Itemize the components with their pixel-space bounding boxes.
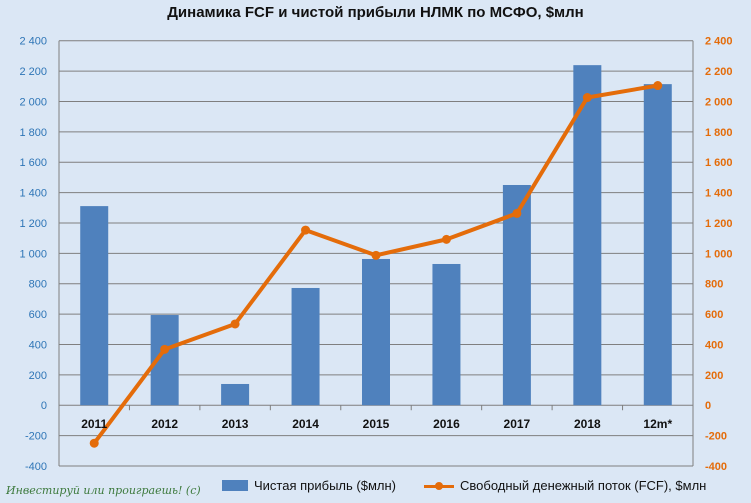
x-tick-label: 2013 (222, 417, 249, 431)
fcf-point-2013 (230, 319, 240, 329)
fcf-point-2015 (371, 250, 381, 260)
bar-2018 (573, 65, 602, 406)
fcf-point-2014 (301, 225, 311, 235)
x-tick-label: 2017 (504, 417, 531, 431)
y-tick-label-left: 0 (41, 400, 47, 412)
y-tick-label-left: 800 (29, 279, 47, 291)
legend-bar-swatch (222, 480, 248, 491)
y-tick-label-right: 1 200 (705, 218, 733, 230)
fcf-point-2012 (160, 344, 170, 354)
y-tick-label-left: 2 400 (19, 36, 47, 48)
x-tick-label: 2016 (433, 417, 460, 431)
x-tick-label: 2014 (292, 417, 319, 431)
watermark: Инвестируй или проиграешь! (с) (6, 484, 201, 497)
legend: Чистая прибыль ($млн) Свободный денежный… (222, 478, 706, 493)
y-tick-label-right: 1 600 (705, 157, 733, 169)
legend-label-fcf: Свободный денежный поток (FCF), $млн (460, 478, 707, 493)
legend-line-swatch (424, 480, 454, 492)
x-tick-label: 12m* (643, 417, 672, 431)
y-tick-label-left: 1 600 (19, 157, 47, 169)
bar-12m* (643, 84, 672, 406)
y-tick-label-left: -200 (25, 431, 47, 443)
y-tick-label-right: 1 400 (705, 188, 733, 200)
y-tick-label-right: 1 000 (705, 248, 733, 260)
x-tick-label: 2018 (574, 417, 601, 431)
bar-2017 (502, 184, 531, 406)
chart-title: Динамика FCF и чистой прибыли НЛМК по МС… (167, 4, 584, 21)
y-tick-label-right: 600 (705, 309, 723, 321)
fcf-point-2011 (89, 438, 99, 448)
x-tick-label: 2011 (81, 417, 107, 431)
x-tick-label: 2012 (151, 417, 178, 431)
y-tick-label-right: 0 (705, 400, 711, 412)
fcf-point-2016 (441, 234, 451, 244)
y-tick-label-left: 200 (29, 370, 47, 382)
y-tick-label-right: 2 000 (705, 96, 733, 108)
y-tick-label-right: -400 (705, 461, 727, 473)
bar-2011 (80, 206, 109, 406)
y-tick-label-right: 2 200 (705, 66, 733, 78)
y-tick-label-left: 1 200 (19, 218, 47, 230)
y-tick-label-right: 1 800 (705, 127, 733, 139)
y-tick-label-left: 400 (29, 339, 47, 351)
fcf-point-2017 (512, 208, 522, 218)
y-tick-label-left: 2 000 (19, 96, 47, 108)
y-tick-label-right: 2 400 (705, 36, 733, 48)
y-tick-label-left: 1 000 (19, 248, 47, 260)
x-tick-label: 2015 (363, 417, 390, 431)
fcf-point-2018 (582, 93, 592, 103)
legend-label-net-profit: Чистая прибыль ($млн) (254, 478, 396, 493)
y-tick-label-right: 800 (705, 279, 723, 291)
y-tick-label-right: 200 (705, 370, 723, 382)
y-tick-label-left: 1 800 (19, 127, 47, 139)
bar-2015 (362, 258, 390, 406)
bar-2013 (221, 383, 250, 406)
y-tick-label-left: 600 (29, 309, 47, 321)
y-tick-label-right: 400 (705, 339, 723, 351)
bar-2016 (432, 263, 461, 406)
y-tick-label-left: -400 (25, 461, 47, 473)
y-tick-label-left: 2 200 (19, 66, 47, 78)
y-tick-label-left: 1 400 (19, 188, 47, 200)
fcf-point-12m* (653, 81, 663, 91)
y-tick-label-right: -200 (705, 431, 727, 443)
bar-2014 (291, 287, 320, 406)
